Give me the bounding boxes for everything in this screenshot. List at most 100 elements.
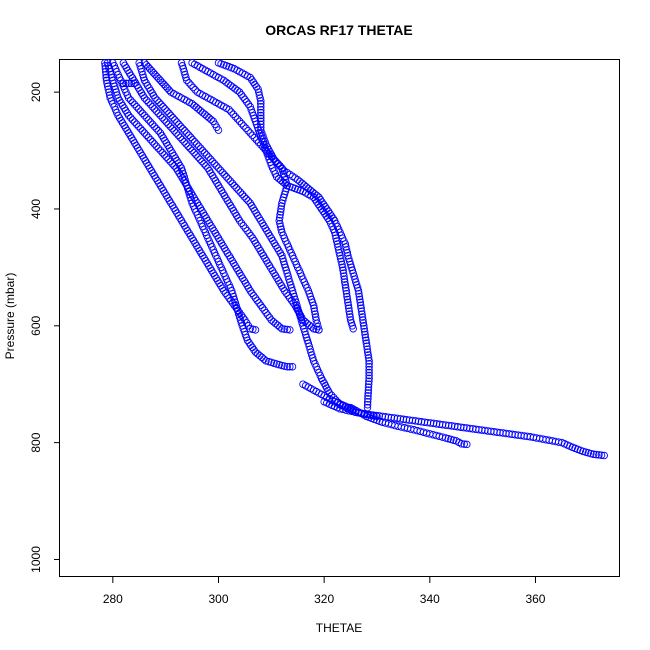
data-point [148,120,157,129]
data-point [313,191,321,200]
data-point [127,79,136,88]
data-point [192,103,201,112]
series-7 [214,59,373,412]
data-point [234,186,243,194]
data-point [126,96,135,104]
data-point [360,327,369,336]
y-axis-label: Pressure (mbar) [3,273,17,360]
data-point [251,294,260,302]
data-point [205,114,213,122]
data-point [190,101,198,110]
data-point [310,307,319,315]
data-point [227,108,235,116]
data-point [364,395,372,403]
data-point [429,419,438,428]
data-point [237,219,246,227]
data-point [253,296,261,305]
data-point [265,313,274,322]
data-point [212,162,221,170]
data-point [178,135,186,144]
data-point [354,287,363,295]
series-12 [299,380,360,415]
data-point [203,112,211,120]
data-point [132,102,141,111]
data-point [365,357,373,365]
data-point [198,157,206,166]
data-point [207,115,215,124]
data-point [184,142,192,150]
data-point [356,298,365,307]
data-point [345,307,353,315]
data-point [176,133,184,142]
data-point [237,90,246,99]
data-point [342,287,350,295]
data-point [152,107,161,115]
data-point [311,310,319,318]
data-point [344,298,352,307]
data-point [142,96,151,104]
data-point [190,148,198,157]
data-point [154,109,163,118]
data-point [142,61,151,69]
data-point [365,365,373,374]
data-point [196,144,205,153]
data-point [478,426,486,434]
data-point [520,432,528,440]
data-point [164,120,173,129]
data-point [240,192,248,201]
x-tick-label: 320 [314,592,334,606]
data-point [146,118,155,126]
data-point [230,181,239,190]
y-tick-label: 400 [29,199,43,219]
data-point [341,281,350,289]
series-6 [188,59,357,333]
data-point [200,148,209,157]
data-point [364,389,372,397]
data-point [241,224,250,232]
data-point [142,113,151,122]
data-point [463,440,471,449]
data-point [363,345,372,353]
data-point [169,113,177,122]
data-point [257,123,265,131]
data-point [136,107,145,115]
data-point [600,451,608,460]
data-point [352,406,360,415]
data-point [280,287,289,295]
data-point [432,420,441,428]
data-point [202,151,211,159]
data-point [206,155,215,164]
data-point [232,184,241,192]
data-point [154,127,163,135]
data-point [147,66,156,75]
data-point [345,304,353,313]
data-point [253,350,262,358]
data-point [140,129,149,137]
data-point [258,304,267,312]
data-point [481,426,489,435]
series-8 [119,79,138,88]
data-point [165,109,173,118]
data-point [360,322,368,330]
data-point [349,324,357,333]
data-point [163,84,172,92]
data-point [256,94,264,102]
data-point [335,249,344,257]
data-point [164,155,173,164]
data-point [124,94,133,102]
data-point [345,310,354,318]
data-point [355,292,364,301]
data-point [309,301,318,310]
data-point [300,181,308,189]
data-point [340,272,348,280]
data-point [364,351,372,359]
data-point [138,109,147,118]
data-point [257,120,265,129]
data-point [286,362,294,371]
data-point [408,416,417,425]
data-point [276,162,285,171]
data-point [257,97,265,105]
data-point [188,146,196,155]
data-point [271,319,280,328]
data-point [170,127,178,135]
